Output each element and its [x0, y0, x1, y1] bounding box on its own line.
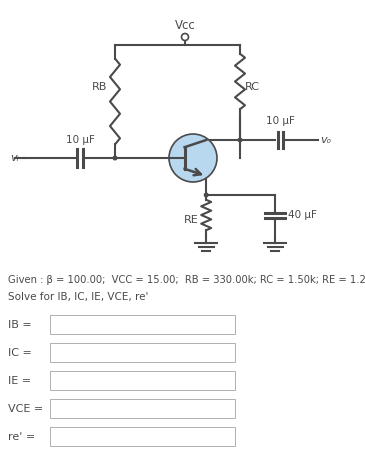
Text: RE: RE [184, 215, 198, 225]
Text: re' =: re' = [8, 431, 35, 441]
Circle shape [204, 193, 209, 198]
Text: Solve for IB, IC, IE, VCE, re': Solve for IB, IC, IE, VCE, re' [8, 292, 149, 302]
Text: vᵢ: vᵢ [10, 153, 19, 163]
Circle shape [238, 138, 242, 142]
Text: Vcc: Vcc [174, 19, 195, 32]
Circle shape [112, 156, 118, 160]
Text: IE =: IE = [8, 376, 31, 385]
Circle shape [169, 134, 217, 182]
Text: 10 μF: 10 μF [266, 116, 295, 126]
FancyBboxPatch shape [50, 343, 235, 362]
FancyBboxPatch shape [50, 315, 235, 334]
FancyBboxPatch shape [50, 371, 235, 390]
Text: 40 μF: 40 μF [288, 210, 317, 220]
Text: Given : β = 100.00;  VCC = 15.00;  RB = 330.00k; RC = 1.50k; RE = 1.20k: Given : β = 100.00; VCC = 15.00; RB = 33… [8, 275, 365, 285]
Text: RB: RB [92, 81, 107, 91]
Text: vₒ: vₒ [320, 135, 331, 145]
Text: 10 μF: 10 μF [66, 135, 95, 145]
Text: RC: RC [245, 81, 260, 91]
Text: IC =: IC = [8, 348, 32, 358]
Text: IB =: IB = [8, 319, 32, 330]
Text: VCE =: VCE = [8, 403, 43, 413]
FancyBboxPatch shape [50, 399, 235, 418]
FancyBboxPatch shape [50, 427, 235, 446]
Circle shape [181, 34, 188, 41]
